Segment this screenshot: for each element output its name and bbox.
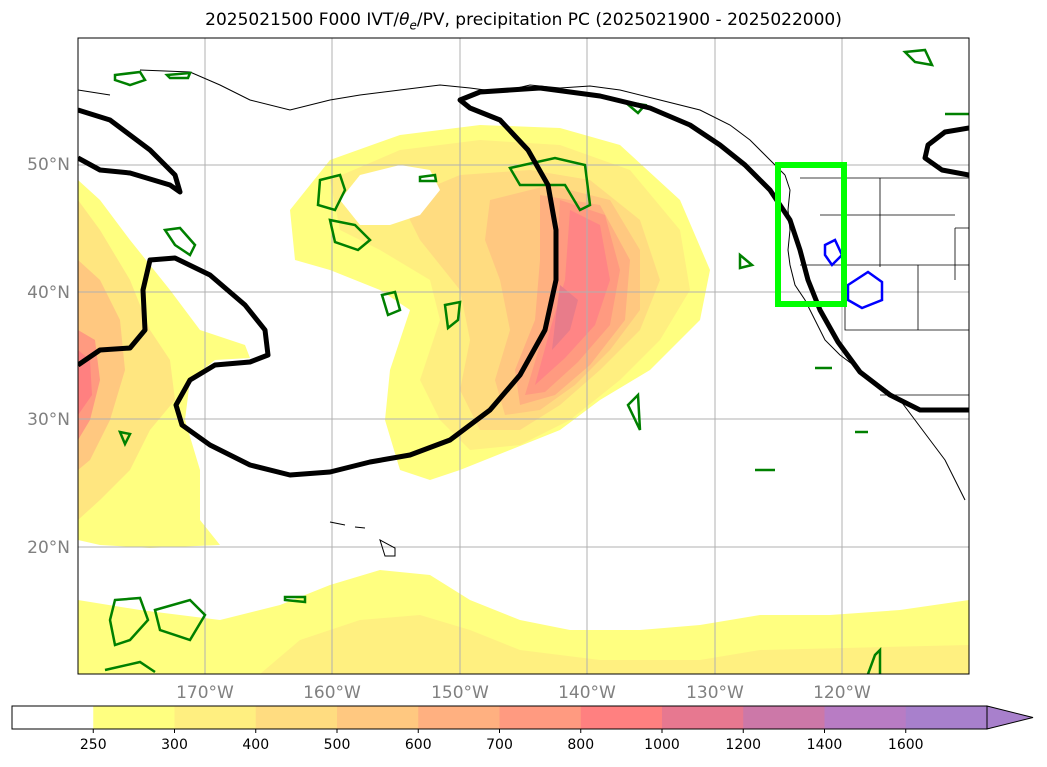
lat-label: 40°N <box>27 283 70 303</box>
pv-contours <box>78 85 969 478</box>
ivt-fill-bottom-300 <box>260 615 969 674</box>
coastline-west-coast <box>784 174 966 501</box>
pv-contour-upper-left <box>78 107 183 195</box>
colorbar-tick-label: 400 <box>242 737 269 753</box>
colorbar-segment <box>337 706 419 729</box>
theta-contour <box>153 598 207 642</box>
theta-contour <box>418 173 438 183</box>
theta-contour <box>508 156 592 212</box>
map-plot-area <box>78 38 969 674</box>
colorbar-tick-label: 1000 <box>644 737 680 753</box>
pv-contour-upper-right <box>922 125 969 178</box>
colorbar-tick-label: 1200 <box>725 737 761 753</box>
ivt-fill-plume-1000 <box>552 285 578 350</box>
colorbar-segment <box>905 706 988 729</box>
colorbar-segment <box>12 706 94 729</box>
map-frame <box>77 37 970 675</box>
theta-contour <box>380 290 402 317</box>
theta-e-contours-blue <box>823 238 884 310</box>
theta-contour <box>866 646 882 674</box>
theta-contour <box>108 596 150 647</box>
focus-region-box <box>775 162 847 307</box>
theta-contour <box>902 48 935 67</box>
colorbar-segment <box>499 706 582 729</box>
theta-symbol: θ <box>399 10 410 30</box>
theta-e-contours-green <box>104 48 969 674</box>
ivt-filled-contours <box>78 125 969 674</box>
map-title: 2025021500 F000 IVT/θe/PV, precipitation… <box>205 10 842 33</box>
colorbar-tick-label: 250 <box>80 737 107 753</box>
colorbar-segment <box>174 706 257 729</box>
lon-label: 160°W <box>303 683 361 703</box>
colorbar-extend-arrow <box>986 705 1034 730</box>
theta-contour <box>443 300 462 331</box>
colorbar: 250 300 400 500 600 700 800 1000 1200 1400 1600 <box>11 705 1034 753</box>
colorbar-tick-label: 1400 <box>807 737 843 753</box>
theta-contour-blue <box>846 270 884 310</box>
colorbar-segment <box>93 706 175 729</box>
theta-contour <box>283 595 307 604</box>
colorbar-segment <box>662 706 744 729</box>
lon-label: 140°W <box>558 683 616 703</box>
colorbar-tick-label: 600 <box>405 737 432 753</box>
longitude-labels: 170°W 160°W 150°W 140°W 130°W 120°W <box>176 683 871 703</box>
lon-label: 120°W <box>813 683 871 703</box>
colorbar-tick-label: 300 <box>161 737 188 753</box>
theta-subscript: e <box>409 18 417 33</box>
lon-label: 170°W <box>176 683 234 703</box>
theta-contour <box>316 173 347 212</box>
theta-contour <box>164 71 192 80</box>
lat-label: 30°N <box>27 410 70 430</box>
colorbar-segment <box>580 706 663 729</box>
colorbar-tick-label: 800 <box>567 737 594 753</box>
colorbar-tick-label: 1600 <box>888 737 924 753</box>
ivt-fill-left-1000 <box>78 350 92 415</box>
theta-contour <box>113 70 147 87</box>
theta-contour <box>626 392 642 431</box>
colorbar-tick-label: 700 <box>486 737 513 753</box>
theta-contour <box>328 218 372 252</box>
lon-label: 130°W <box>686 683 744 703</box>
pv-contour-trough <box>78 85 969 478</box>
ivt-fill-left-300 <box>78 200 175 520</box>
ivt-plume-hole <box>340 165 440 225</box>
border-states <box>800 178 969 331</box>
theta-contour <box>104 660 156 674</box>
colorbar-tick-label: 500 <box>324 737 351 753</box>
lon-label: 150°W <box>431 683 489 703</box>
theta-contour <box>162 226 197 257</box>
theta-contour-blue <box>823 238 844 267</box>
colorbar-segment <box>824 706 907 729</box>
theta-contour <box>738 252 755 270</box>
lat-label: 50°N <box>27 155 70 175</box>
coastline-hawaii <box>329 521 396 557</box>
lat-label: 20°N <box>27 538 70 558</box>
theta-contour <box>117 430 132 448</box>
colorbar-segment <box>418 706 500 729</box>
latitude-labels: 50°N 40°N 30°N 20°N <box>27 155 70 558</box>
colorbar-segment <box>743 706 825 729</box>
colorbar-segment <box>255 706 338 729</box>
